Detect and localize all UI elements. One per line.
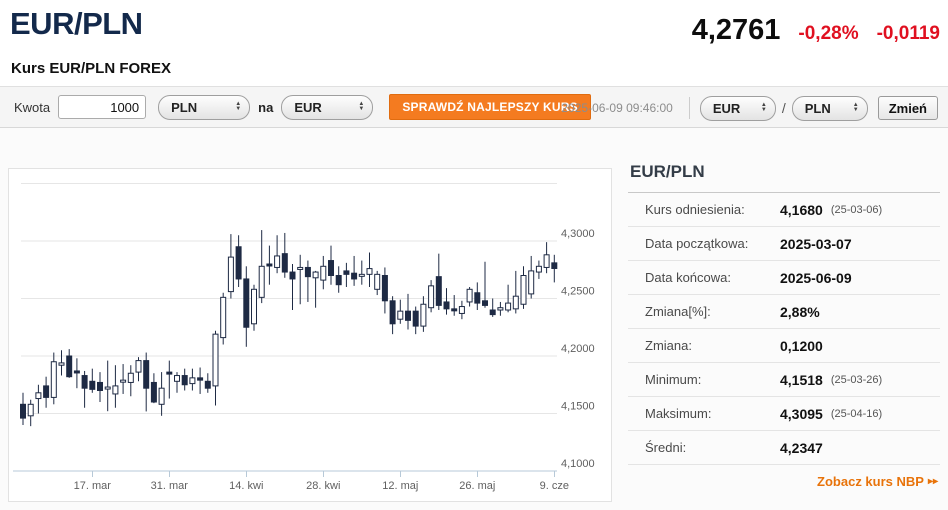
current-price: 4,2761 <box>691 14 781 46</box>
pair-separator: / <box>781 100 786 116</box>
stats-row-change-abs: Zmiana: 0,1200 <box>628 329 940 363</box>
svg-text:31. mar: 31. mar <box>151 480 189 492</box>
stats-row-maximum: Maksimum: 4,3095 (25-04-16) <box>628 397 940 431</box>
pair-selector-group: 2025-06-09 09:46:00 EUR ▲ ▼ / PLN ▲ ▼ Zmie… <box>561 87 938 129</box>
change-percent: -0,28% <box>798 23 859 44</box>
candlestick-chart: 17. mar 31. mar 14. kwi 28. kwi 12. maj 26. m… <box>8 168 612 502</box>
stats-row-reference: Kurs odniesienia: 4,1680 (25-03-06) <box>628 193 940 227</box>
svg-text:4,2000: 4,2000 <box>561 343 595 355</box>
stats-row-change-pct: Zmiana[%]: 2,88% <box>628 295 940 329</box>
svg-text:9. cze: 9. cze <box>540 480 569 492</box>
heading-divider <box>628 192 940 193</box>
svg-text:4,1000: 4,1000 <box>561 458 595 470</box>
svg-text:14. kwi: 14. kwi <box>229 480 263 492</box>
chart-canvas: 17. mar 31. mar 14. kwi 28. kwi 12. maj 26. m… <box>13 183 595 492</box>
svg-text:4,3000: 4,3000 <box>561 228 595 240</box>
swap-pair-button[interactable]: Zmień <box>877 96 938 120</box>
double-arrow-icon: ▸▸ <box>927 476 938 487</box>
amount-input[interactable] <box>58 95 147 119</box>
svg-text:26. maj: 26. maj <box>459 480 495 492</box>
svg-text:4,2500: 4,2500 <box>561 286 595 298</box>
nbp-rate-link[interactable]: Zobacz kurs NBP <box>817 474 924 489</box>
page-subtitle: Kurs EUR/PLN FOREX <box>11 60 172 77</box>
to-currency-select[interactable]: EUR ▲ ▼ <box>281 94 374 120</box>
svg-text:4,1500: 4,1500 <box>561 401 595 413</box>
price-block: 4,2761 -0,28% -0,0119 <box>692 14 940 47</box>
check-best-rate-button[interactable]: SPRAWDŹ NAJLEPSZY KURS <box>389 94 591 120</box>
from-currency-select[interactable]: PLN ▲ ▼ <box>158 94 251 120</box>
updown-arrows-icon: ▲ ▼ <box>235 101 242 112</box>
instrument-title: EUR/PLN <box>10 6 143 41</box>
svg-text:28. kwi: 28. kwi <box>306 480 340 492</box>
stats-row-minimum: Minimum: 4,1518 (25-03-26) <box>628 363 940 397</box>
main-content: 17. mar 31. mar 14. kwi 28. kwi 12. maj 26. m… <box>0 128 948 510</box>
updown-arrows-icon: ▲ ▼ <box>358 101 365 112</box>
nbp-link-row: Zobacz kurs NBP ▸▸ <box>628 465 940 489</box>
stats-panel-heading: EUR/PLN <box>630 162 705 181</box>
stats-row-start-date: Data początkowa: 2025-03-07 <box>628 227 940 261</box>
page-header: EUR/PLN 4,2761 -0,28% -0,0119 Kurs EUR/P… <box>0 0 948 86</box>
stats-row-end-date: Data końcowa: 2025-06-09 <box>628 261 940 295</box>
amount-label: Kwota <box>14 99 51 115</box>
quote-timestamp: 2025-06-09 09:46:00 <box>561 101 673 115</box>
vertical-divider <box>688 97 690 119</box>
svg-text:12. maj: 12. maj <box>382 480 418 492</box>
updown-arrows-icon: ▲ ▼ <box>760 102 767 113</box>
stats-row-average: Średni: 4,2347 <box>628 431 940 465</box>
to-label: na <box>258 99 274 115</box>
stats-panel: EUR/PLN Kurs odniesienia: 4,1680 (25-03-… <box>628 162 940 489</box>
converter-toolbar: Kwota PLN ▲▼ na EUR ▲▼ SPRAWDŹ NAJLEPSZY… <box>0 86 948 128</box>
pair-base-select[interactable]: EUR ▲ ▼ <box>699 95 776 121</box>
updown-arrows-icon: ▲ ▼ <box>852 102 859 113</box>
change-absolute: -0,0119 <box>876 23 940 44</box>
pair-quote-select[interactable]: PLN ▲ ▼ <box>791 95 868 121</box>
svg-text:17. mar: 17. mar <box>74 480 112 492</box>
